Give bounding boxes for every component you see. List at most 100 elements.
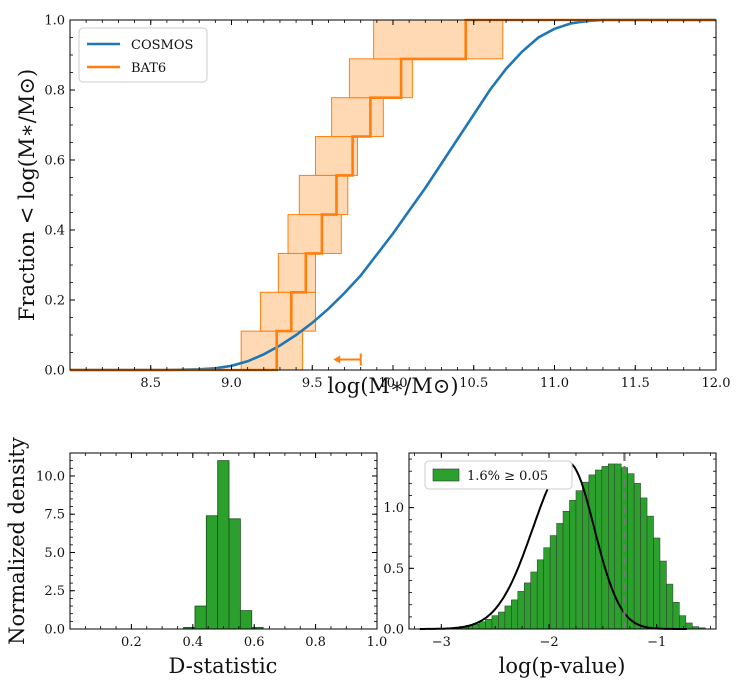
pvalue-x-ticks: −3 −2 −1: [413, 453, 712, 650]
pvalue-x-tick-label: −3: [432, 635, 451, 650]
pvalue-bar: [485, 619, 493, 630]
cdf-y-tick-label: 0.0: [44, 364, 65, 379]
pvalue-legend-box: [424, 460, 573, 490]
cdf-x-tick-label: 11.0: [540, 376, 569, 391]
dstat-x-tick-label: 0.4: [182, 635, 203, 650]
pvalue-bar: [679, 615, 687, 630]
cdf-x-ticks: 8.5 9.0 9.5 10.0 10.5 11.0 11.5 12.0: [69, 20, 731, 391]
pvalue-axes-frame: [408, 452, 717, 630]
cdf-x-tick-label: 10.0: [379, 376, 408, 391]
bat6-range-band: [240, 19, 504, 371]
pvalue-bar: [646, 515, 654, 630]
pvalue-x-tick-label: −1: [647, 635, 666, 650]
dstat-panel: 0.2 0.4 0.6 0.8 1.0 0.0 2.5 5.0 7.5 10.0 D-stati…: [5, 437, 387, 678]
pvalue-bar: [640, 497, 648, 630]
bat6-cdf-step-line: [70, 18, 716, 372]
dstat-x-tick-label: 1.0: [367, 635, 388, 650]
bat6-band-step: [287, 214, 342, 254]
cdf-x-tick-label: 11.5: [621, 376, 650, 391]
pvalue-bar: [575, 490, 583, 630]
dstat-y-ticks: 0.0 2.5 5.0 7.5 10.0: [36, 452, 377, 638]
dstat-y-tick-label: 2.5: [44, 584, 65, 599]
pvalue-bar: [633, 483, 641, 630]
pvalue-legend: 1.6% ≥ 0.05: [424, 460, 573, 490]
dstat-bar: [194, 605, 207, 630]
cdf-y-tick-label: 0.6: [44, 154, 65, 169]
pvalue-bar: [659, 560, 667, 630]
pvalue-bar: [498, 611, 506, 630]
pvalue-bar: [608, 463, 615, 630]
pvalue-bar: [562, 511, 570, 630]
pvalue-bar: [588, 474, 596, 630]
pvalue-bar: [517, 591, 525, 630]
pvalue-legend-label: 1.6% ≥ 0.05: [467, 469, 548, 484]
pvalue-y-ticks: 0.0 0.5 1.0: [383, 458, 716, 638]
bat6-band-step: [277, 252, 316, 293]
bat6-band-step: [348, 58, 413, 99]
cdf-panel: 8.5 9.0 9.5 10.0 10.5 11.0 11.5 12.0 0.00.20.40…: [15, 14, 730, 399]
cdf-y-tick-label: 0.2: [44, 294, 65, 309]
pvalue-y-tick-label: 1.0: [383, 501, 404, 516]
arrow-head: [333, 355, 341, 364]
dstat-bar: [228, 518, 241, 630]
bat6-band-step: [331, 97, 384, 138]
pvalue-bar: [666, 583, 674, 630]
dstat-histogram-bars: [183, 460, 264, 630]
cdf-x-axis-label: log(M∗/M⊙): [327, 374, 458, 398]
dstat-x-ticks: 0.2 0.4 0.6 0.8 1.0: [69, 453, 388, 650]
pvalue-bar: [478, 621, 486, 630]
bat6-band-step: [260, 291, 316, 332]
pvalue-histogram-bars: [446, 463, 706, 630]
pvalue-bar: [511, 599, 519, 630]
bat6-band-step: [298, 174, 349, 216]
dstat-bar: [239, 610, 253, 630]
pvalue-bar: [543, 547, 551, 630]
legend-bat6-label: BAT6: [131, 61, 166, 76]
dstat-bar: [217, 460, 230, 630]
bat6-band-step: [373, 19, 504, 60]
dstat-y-tick-label: 0.0: [44, 623, 65, 638]
pvalue-bar: [569, 500, 577, 630]
pvalue-bar: [530, 571, 538, 630]
pvalue-y-tick-label: 0.5: [383, 562, 404, 577]
upper-limit-arrow: [333, 353, 362, 366]
legend-cosmos-label: COSMOS: [131, 38, 193, 53]
pvalue-bar: [556, 523, 564, 630]
pvalue-x-tick-label: −2: [539, 635, 558, 650]
dstat-x-tick-label: 0.8: [305, 635, 326, 650]
cdf-x-tick-label: 8.5: [140, 376, 161, 391]
cdf-y-tick-label: 0.8: [44, 84, 65, 99]
cdf-x-tick-label: 12.0: [702, 376, 731, 391]
pvalue-bar: [672, 602, 680, 630]
bat6-band-step: [314, 136, 358, 176]
dstat-bar: [205, 515, 219, 630]
dstat-y-tick-label: 10.0: [36, 469, 65, 484]
cdf-y-tick-label: 0.4: [44, 224, 65, 239]
cdf-legend-box: [78, 27, 208, 83]
pvalue-bar: [653, 537, 661, 630]
pvalue-legend-swatch: [432, 468, 460, 482]
dstat-y-tick-label: 7.5: [44, 508, 65, 523]
cdf-legend: COSMOS BAT6: [78, 27, 208, 83]
pvalue-bar: [524, 582, 531, 630]
cdf-y-axis-label: Fraction < log(M∗/M⊙): [15, 69, 39, 321]
pvalue-bar: [504, 605, 512, 630]
pvalue-bar: [536, 559, 544, 630]
cosmos-cdf-line: [70, 18, 716, 372]
dstat-y-tick-label: 5.0: [44, 546, 65, 561]
cdf-y-ticks: 0.0 0.2 0.4 0.6 0.8 1.0: [44, 14, 716, 379]
dstat-x-axis-label: D-statistic: [169, 654, 278, 678]
pvalue-x-axis-label: log(p-value): [499, 654, 626, 678]
dstat-y-axis-label: Normalized density: [5, 437, 29, 645]
dstat-x-tick-label: 0.2: [121, 635, 142, 650]
cdf-y-tick-label: 1.0: [44, 14, 65, 29]
cdf-x-tick-label: 10.5: [459, 376, 488, 391]
pvalue-bar: [601, 466, 609, 630]
dstat-x-tick-label: 0.6: [244, 635, 265, 650]
pvalue-y-tick-label: 0.0: [383, 623, 404, 638]
pvalue-bar: [549, 535, 557, 630]
cdf-x-tick-label: 9.0: [221, 376, 242, 391]
pvalue-panel: −3 −2 −1 0.0 0.5 1.0 1.6% ≥ 0.05 log(p-value…: [383, 452, 717, 678]
cdf-x-tick-label: 9.5: [302, 376, 323, 391]
